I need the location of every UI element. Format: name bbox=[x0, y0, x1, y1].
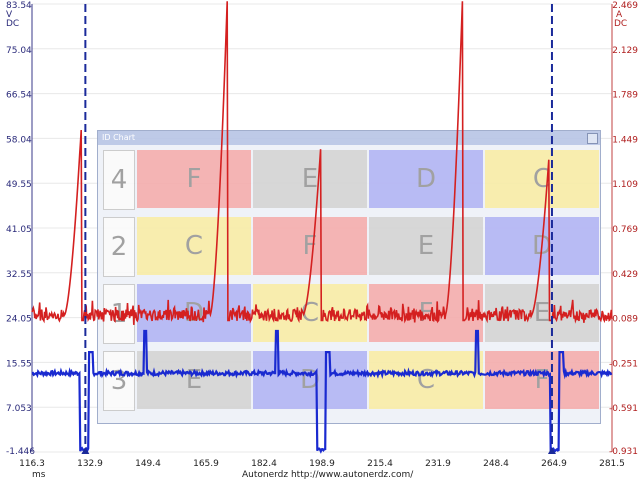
id-chart-cell[interactable]: C bbox=[485, 150, 599, 208]
y-right-unit: A bbox=[616, 10, 623, 20]
x-tick: 281.5 bbox=[599, 459, 625, 469]
x-unit: ms bbox=[32, 470, 46, 480]
y-right-tick: -0.591 bbox=[609, 404, 638, 414]
id-chart-cell[interactable]: D bbox=[253, 351, 367, 409]
y-right-tick: 2.129 bbox=[612, 46, 638, 56]
y-axis-left: 83.54 75.04 66.54 58.04 49.55 41.05 32.55 24.05… bbox=[6, 1, 35, 457]
x-tick: 215.4 bbox=[367, 459, 393, 469]
x-tick: 165.9 bbox=[193, 459, 219, 469]
y-right-tick: 0.429 bbox=[612, 270, 638, 280]
y-left-tick: 15.55 bbox=[6, 359, 32, 369]
y-left-tick: 58.04 bbox=[6, 135, 32, 145]
y-left-tick: 83.54 bbox=[6, 1, 32, 11]
x-tick: 132.9 bbox=[77, 459, 103, 469]
id-chart-cell[interactable]: E bbox=[137, 351, 251, 409]
x-axis: 116.3 132.9 149.4 165.9 182.4 198.9 215.4 231.9… bbox=[19, 459, 625, 469]
y-right-tick: 1.449 bbox=[612, 135, 638, 145]
x-tick: 149.4 bbox=[135, 459, 161, 469]
x-tick: 182.4 bbox=[251, 459, 277, 469]
x-tick: 264.9 bbox=[541, 459, 567, 469]
id-chart-cell[interactable]: F bbox=[253, 217, 367, 275]
x-tick: 198.9 bbox=[309, 459, 335, 469]
y-left-unit: V bbox=[6, 10, 13, 20]
id-chart-cell[interactable]: E bbox=[253, 150, 367, 208]
id-chart-cell[interactable]: F bbox=[369, 284, 483, 342]
y-left-tick: 49.55 bbox=[6, 180, 32, 190]
close-icon[interactable] bbox=[587, 133, 598, 144]
id-chart-row-number: 1 bbox=[103, 284, 135, 344]
x-tick: 116.3 bbox=[19, 459, 45, 469]
id-chart-cell[interactable]: D bbox=[485, 217, 599, 275]
id-chart-title: ID Chart bbox=[98, 131, 600, 145]
id-chart-row-number: 4 bbox=[103, 150, 135, 210]
id-chart-cell[interactable]: F bbox=[485, 351, 599, 409]
watermark: Autonerdz http://www.autonerdz.com/ bbox=[242, 470, 414, 480]
y-left-tick: -1.446 bbox=[6, 447, 35, 457]
y-right-mode: DC bbox=[614, 19, 627, 29]
y-left-tick: 66.54 bbox=[6, 91, 32, 101]
y-left-tick: 75.04 bbox=[6, 46, 32, 56]
y-right-tick: 1.789 bbox=[612, 91, 638, 101]
y-right-tick: 0.089 bbox=[612, 315, 638, 325]
y-left-mode: DC bbox=[6, 19, 19, 29]
id-chart-row-number: 2 bbox=[103, 217, 135, 277]
id-chart-cell[interactable]: C bbox=[253, 284, 367, 342]
id-chart-cell[interactable]: C bbox=[369, 351, 483, 409]
x-tick: 231.9 bbox=[425, 459, 451, 469]
y-left-tick: 24.05 bbox=[6, 315, 32, 325]
y-right-tick: -0.251 bbox=[609, 359, 638, 369]
id-chart-cell[interactable]: C bbox=[137, 217, 251, 275]
y-right-tick: 2.469 bbox=[612, 1, 638, 11]
x-tick: 248.4 bbox=[483, 459, 509, 469]
id-chart-row-number: 3 bbox=[103, 351, 135, 411]
y-axis-right: 2.469 2.129 1.789 1.449 1.109 0.769 0.429 0.089… bbox=[609, 1, 638, 457]
y-left-tick: 7.053 bbox=[6, 404, 32, 414]
id-chart-cell[interactable]: E bbox=[485, 284, 599, 342]
y-right-tick: 0.769 bbox=[612, 225, 638, 235]
id-chart-cell[interactable]: D bbox=[137, 284, 251, 342]
y-right-tick: 1.109 bbox=[612, 180, 638, 190]
id-chart-cell[interactable]: F bbox=[137, 150, 251, 208]
id-chart-cell[interactable]: D bbox=[369, 150, 483, 208]
y-right-tick: -0.931 bbox=[609, 447, 638, 457]
id-chart-cell[interactable]: E bbox=[369, 217, 483, 275]
y-left-tick: 32.55 bbox=[6, 270, 32, 280]
y-left-tick: 41.05 bbox=[6, 225, 32, 235]
